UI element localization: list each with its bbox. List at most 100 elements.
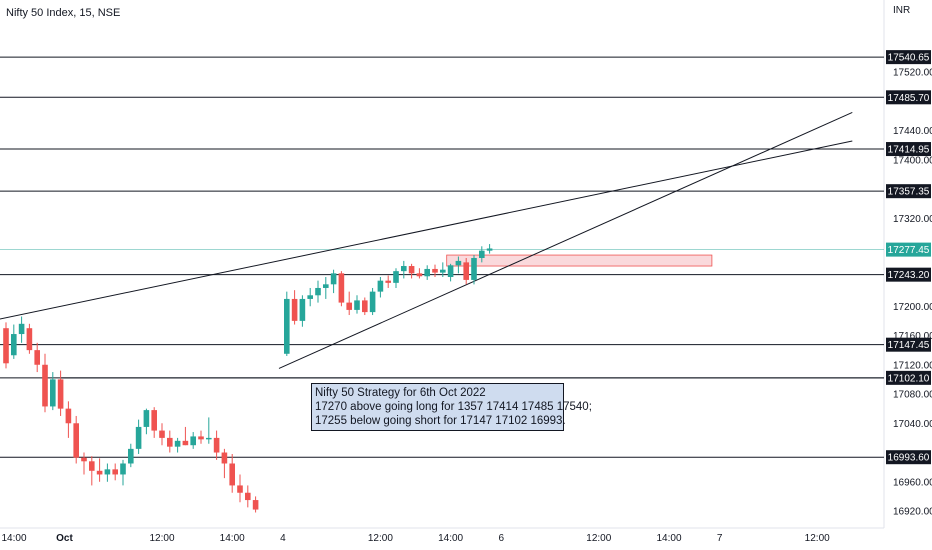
candle-body xyxy=(221,452,228,464)
price-label-bg xyxy=(886,267,931,282)
candle-up xyxy=(299,295,306,327)
candle-body xyxy=(26,328,33,351)
candle-body xyxy=(440,269,446,273)
price-tick-label: 16920.00 xyxy=(893,507,932,518)
price-label-bg xyxy=(886,184,931,199)
chart-title: Nifty 50 Index, 15, NSE xyxy=(6,7,121,19)
candle-up xyxy=(440,262,446,277)
time-tick-label: 12:00 xyxy=(805,533,830,544)
trendline[interactable] xyxy=(278,111,853,369)
price-label-text: 17147.45 xyxy=(888,340,930,351)
candle-body xyxy=(362,300,368,313)
candle-down xyxy=(34,342,40,373)
note-line-2: 17270 above going long for 1357 17414 17… xyxy=(315,401,592,413)
time-tick-label: 4 xyxy=(280,533,286,544)
price-tick-label: 17400.00 xyxy=(893,155,932,166)
candle-down xyxy=(96,458,103,482)
candle-down xyxy=(237,474,243,503)
candle-body xyxy=(471,257,477,280)
time-tick-label: 14:00 xyxy=(220,533,245,544)
candle-up xyxy=(128,443,134,468)
candle-down xyxy=(252,496,259,513)
price-label-text: 17485.70 xyxy=(888,93,930,104)
candle-body xyxy=(369,291,376,313)
candle-body xyxy=(89,461,95,471)
candle-down xyxy=(89,456,95,486)
candle-down xyxy=(167,430,173,453)
candle-up xyxy=(307,287,313,307)
candle-body xyxy=(424,268,430,277)
candle-body xyxy=(143,410,150,427)
candle-body xyxy=(81,457,87,462)
breakout-zone[interactable] xyxy=(446,254,713,267)
candle-body xyxy=(50,379,56,407)
price-tick-label: 17080.00 xyxy=(893,390,932,401)
candle-body xyxy=(213,437,220,453)
price-tick-label: 17120.00 xyxy=(893,360,932,371)
candle-down xyxy=(408,263,415,279)
candle-down xyxy=(112,463,118,481)
time-tick-label: 7 xyxy=(717,533,723,544)
candle-down xyxy=(73,415,79,464)
time-tick-label: 14:00 xyxy=(438,533,463,544)
candle-down xyxy=(57,370,64,416)
price-tick-label: 17440.00 xyxy=(893,126,932,137)
candle-up xyxy=(424,265,430,280)
candle-body xyxy=(174,440,181,447)
note-line-3: 17255 below going short for 17147 17102 … xyxy=(315,415,566,427)
strategy-note[interactable]: Nifty 50 Strategy for 6th Oct 2022 17270… xyxy=(311,383,592,431)
candle-up xyxy=(471,255,477,285)
candle-down xyxy=(151,407,157,438)
candle-body xyxy=(167,437,173,447)
candle-body xyxy=(401,266,407,272)
candle-down xyxy=(291,290,298,325)
candle-body xyxy=(151,410,157,431)
candle-down xyxy=(416,268,423,279)
price-label: 17243.20 xyxy=(886,267,931,282)
price-label-bg xyxy=(886,337,931,352)
candle-body xyxy=(245,492,251,501)
candle-up xyxy=(323,277,329,299)
candle-down xyxy=(159,423,165,446)
price-label: 17102.10 xyxy=(886,370,931,385)
time-tick-label: 12:00 xyxy=(586,533,611,544)
candle-body xyxy=(299,298,306,321)
candle-body xyxy=(3,328,9,364)
time-tick-label: 12:00 xyxy=(368,533,393,544)
candle-up xyxy=(120,459,126,486)
time-tick-label: 12:00 xyxy=(149,533,174,544)
price-label-bg xyxy=(886,90,931,105)
candle-body xyxy=(252,500,259,510)
candle-body xyxy=(330,273,337,285)
candle-body xyxy=(393,271,399,283)
candle-down xyxy=(245,485,251,508)
candle-up xyxy=(135,419,142,454)
currency-label: INR xyxy=(893,5,911,16)
price-label-text: 17243.20 xyxy=(888,270,930,281)
note-line-1: Nifty 50 Strategy for 6th Oct 2022 xyxy=(315,387,486,399)
candle-body xyxy=(206,437,212,440)
candle-body xyxy=(128,448,134,464)
price-label: 16993.60 xyxy=(886,450,931,465)
candle-body xyxy=(307,295,313,299)
candle-body xyxy=(18,323,25,335)
time-tick-label: 14:00 xyxy=(656,533,681,544)
candle-down xyxy=(385,275,391,288)
price-label-text: 17102.10 xyxy=(888,373,930,384)
candle-body xyxy=(377,280,384,292)
candle-body xyxy=(159,430,165,438)
candle-body xyxy=(455,260,462,266)
candle-body xyxy=(354,300,360,310)
candle-up xyxy=(455,256,462,274)
trendline[interactable] xyxy=(0,140,853,320)
price-label-bg xyxy=(886,370,931,385)
candle-body xyxy=(112,469,118,475)
candle-down xyxy=(182,426,189,446)
candle-body xyxy=(57,379,64,409)
price-tick-label: 17160.00 xyxy=(893,331,932,342)
candle-down xyxy=(229,453,235,493)
candle-down xyxy=(42,353,48,413)
candle-up xyxy=(284,291,290,356)
price-label: 17540.65 xyxy=(886,50,931,65)
